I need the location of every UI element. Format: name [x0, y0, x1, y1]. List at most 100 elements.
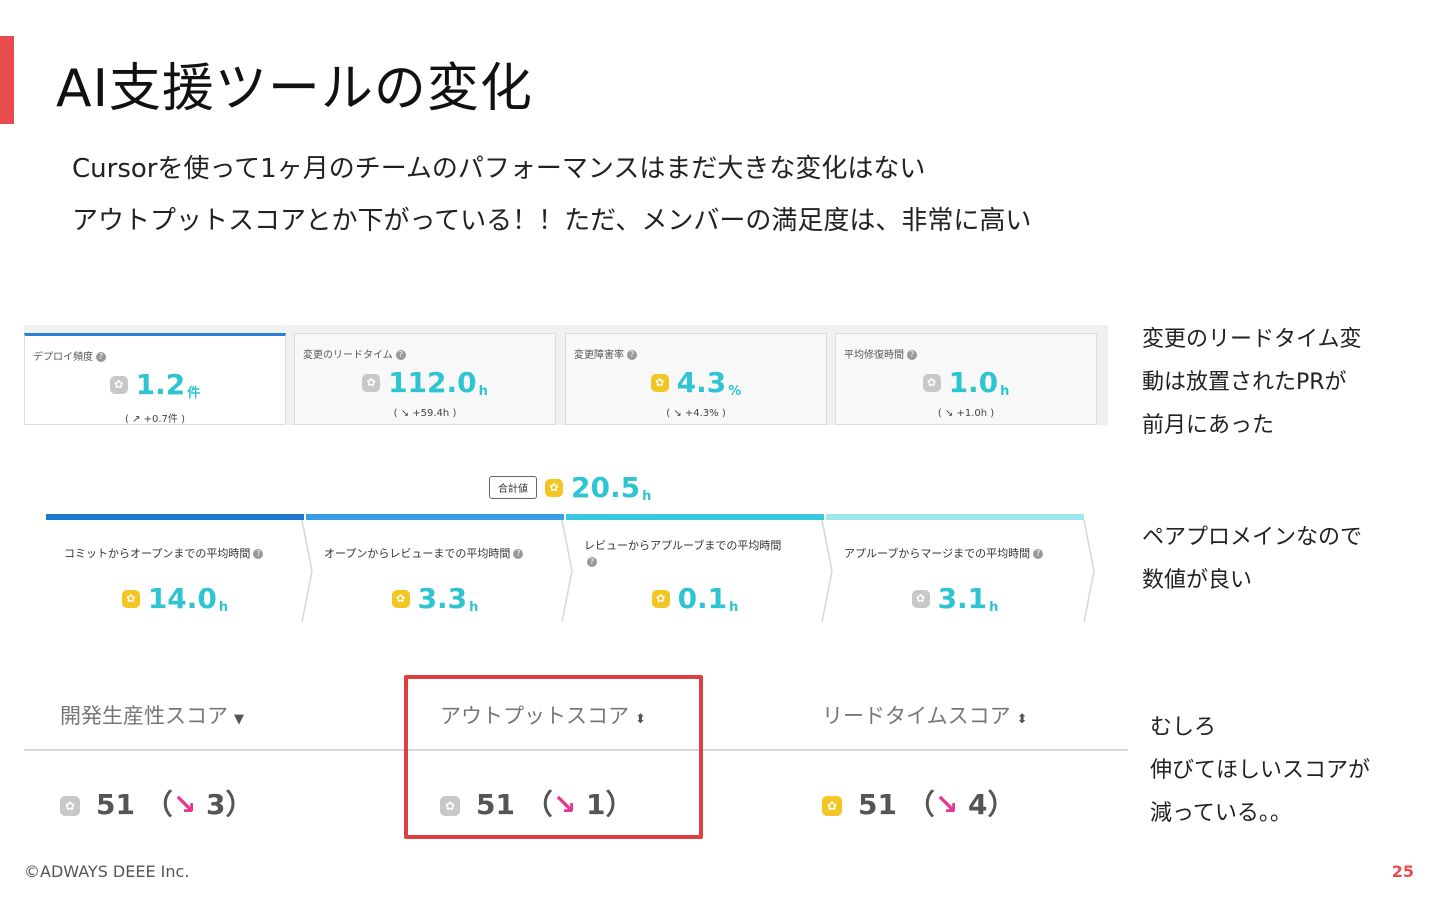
stage-commit-to-open[interactable]: コミットからオープンまでの平均時間? ✿ 14.0 h [46, 514, 304, 622]
metric-unit: % [728, 384, 742, 399]
note-output-score: むしろ 伸びてほしいスコアが 減っている。。 [1150, 715, 1371, 826]
subtitle-line-1: Cursorを使って1ヶ月のチームのパフォーマンスはまだ大きな変化はない [72, 154, 926, 184]
paren-open: （ [524, 788, 553, 821]
header-productivity-score[interactable]: 開発生産性スコア ▼ [60, 700, 244, 730]
paren-open: （ [144, 788, 173, 821]
rank-badge-icon: ✿ [391, 589, 410, 608]
help-icon[interactable]: ? [907, 350, 917, 360]
stage-value: 3.1 [937, 582, 988, 615]
trend-down-icon: ↘ [552, 788, 577, 821]
metric-change: ( ↘ +1.0h ) [937, 408, 995, 419]
help-icon[interactable]: ? [395, 350, 406, 360]
stage-value: 14.0 [147, 582, 217, 615]
metric-unit: h [478, 384, 488, 399]
total-value: 20.5 [571, 471, 641, 504]
rank-badge-icon: ✿ [822, 796, 842, 816]
sort-toggle-icon[interactable]: ⬍ [635, 712, 646, 727]
metric-value: 1.2 [135, 368, 186, 401]
copyright-footer: ©ADWAYS DEEE Inc. [24, 862, 190, 881]
rank-badge-icon: ✿ [109, 375, 128, 394]
help-icon[interactable]: ? [96, 352, 106, 362]
stage-value: 0.1 [677, 582, 728, 615]
stage-label: アプルーブからマージまでの平均時間 [844, 547, 1031, 560]
header-lead-time-score[interactable]: リードタイムスコア ⬍ [822, 700, 1028, 730]
productivity-score-value: ✿ 51 （↘ 3） [60, 783, 253, 823]
metric-card-change-failure-rate[interactable]: 変更障害率? ✿ 4.3% ( ↘ +4.3% ) [565, 333, 827, 425]
note-pair-programming: ペアプロメインなので 数値が良い [1142, 525, 1363, 593]
trend-down-icon: ↘ [172, 788, 197, 821]
output-score-value: ✿ 51 （↘ 1） [440, 783, 633, 823]
stage-bar [46, 514, 304, 520]
help-icon[interactable]: ? [253, 549, 264, 559]
paren-close: ） [605, 788, 634, 821]
header-label: リードタイムスコア [822, 704, 1011, 728]
stage-label: オープンからレビューまでの平均時間 [324, 547, 511, 560]
paren-close: ） [987, 788, 1016, 821]
header-label: 開発生産性スコア [60, 704, 228, 728]
stage-label: レビューからアプルーブまでの平均時間 [584, 539, 782, 552]
total-tag: 合計値 [489, 476, 537, 499]
stage-value: 3.3 [417, 582, 468, 615]
metric-unit: 件 [187, 386, 201, 401]
score: 51 [476, 788, 515, 821]
metric-change: ( ↘ +59.4h ) [393, 408, 457, 419]
metric-value: 4.3 [676, 366, 727, 399]
rank-badge-icon: ✿ [60, 796, 80, 816]
stage-unit: h [218, 600, 229, 615]
help-icon[interactable]: ? [1033, 549, 1044, 559]
score-change: 1 [585, 788, 606, 821]
output-score-highlight-box [404, 675, 703, 839]
help-icon[interactable]: ? [513, 549, 524, 559]
metric-card-deploy-frequency[interactable]: デプロイ頻度? ✿ 1.2 件 ( ↗ +0.7件 ) [24, 333, 286, 425]
metric-label: 平均修復時間 [844, 350, 904, 361]
stage-unit: h [469, 600, 479, 615]
stage-separator-chevron [821, 520, 833, 622]
stage-separator-chevron [561, 520, 573, 622]
score: 51 [858, 788, 897, 821]
rank-badge-icon: ✿ [362, 373, 381, 392]
paren-close: ） [225, 788, 254, 821]
stage-label: コミットからオープンまでの平均時間 [64, 547, 251, 560]
metric-card-mttr[interactable]: 平均修復時間? ✿ 1.0 h ( ↘ +1.0h ) [835, 333, 1097, 425]
metric-label: 変更のリードタイム [303, 350, 393, 361]
stage-bar [826, 514, 1084, 520]
note-lead-time: 変更のリードタイム変 動は放置されたPRが 前月にあった [1142, 327, 1362, 438]
stage-separator-chevron [301, 520, 313, 622]
total-unit: h [642, 489, 652, 504]
sort-desc-icon[interactable]: ▼ [234, 712, 244, 727]
rank-badge-icon: ✿ [911, 589, 930, 608]
sort-toggle-icon[interactable]: ⬍ [1016, 712, 1028, 727]
score-change: 3 [205, 788, 226, 821]
metric-label: 変更障害率 [574, 350, 624, 361]
help-icon[interactable]: ? [627, 350, 637, 360]
metric-cards-panel: デプロイ頻度? ✿ 1.2 件 ( ↗ +0.7件 ) 変更のリードタイム? ✿ 11… [24, 325, 1108, 425]
metric-unit: h [1000, 384, 1010, 399]
stage-bar [566, 514, 824, 520]
rank-badge-icon: ✿ [545, 478, 563, 497]
header-output-score[interactable]: アウトプットスコア ⬍ [440, 700, 646, 730]
metric-value: 1.0 [948, 366, 999, 399]
stage-approve-to-merge[interactable]: アプルーブからマージまでの平均時間? ✿ 3.1 h [826, 514, 1084, 622]
rank-badge-icon: ✿ [922, 373, 941, 392]
stage-unit: h [989, 600, 999, 615]
header-label: アウトプットスコア [440, 704, 629, 728]
metric-card-lead-time[interactable]: 変更のリードタイム? ✿ 112.0 h ( ↘ +59.4h ) [294, 333, 556, 425]
trend-down-icon: ↘ [934, 788, 959, 821]
rank-badge-icon: ✿ [651, 589, 670, 608]
rank-badge-icon: ✿ [440, 796, 460, 816]
subtitle-line-2: アウトプットスコアとか下がっている！！ただ、メンバーの満足度は、非常に高い [72, 206, 1032, 236]
metric-change: ( ↗ +0.7件 ) [125, 414, 185, 425]
metric-value: 112.0 [388, 366, 477, 399]
title-accent-bar [0, 36, 14, 124]
stage-unit: h [729, 600, 739, 615]
page-number: 25 [1391, 862, 1414, 881]
help-icon[interactable]: ? [587, 557, 597, 567]
stage-review-to-approve[interactable]: レビューからアプルーブまでの平均時間? ✿ 0.1 h [566, 514, 824, 622]
rank-badge-icon: ✿ [650, 373, 669, 392]
stage-open-to-review[interactable]: オープンからレビューまでの平均時間? ✿ 3.3 h [306, 514, 564, 622]
lead-time-total: 合計値 ✿ 20.5 h [489, 471, 651, 504]
slide-title: AI支援ツールの変化 [56, 59, 533, 119]
table-divider [24, 749, 1128, 751]
stage-separator-chevron [1083, 520, 1095, 622]
stage-bar [306, 514, 564, 520]
